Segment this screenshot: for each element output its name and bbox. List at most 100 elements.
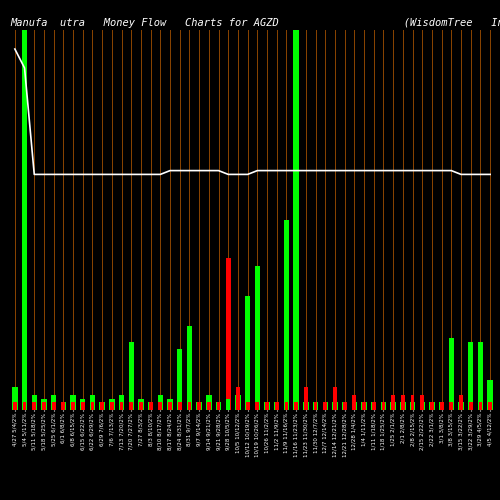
Bar: [362, 402, 366, 410]
Bar: [392, 395, 395, 410]
Bar: [245, 296, 250, 410]
Bar: [469, 402, 472, 410]
Bar: [274, 402, 280, 410]
Bar: [430, 402, 434, 410]
Bar: [168, 402, 172, 410]
Bar: [342, 402, 347, 410]
Bar: [62, 402, 65, 410]
Bar: [206, 395, 212, 410]
Bar: [70, 395, 76, 410]
Bar: [303, 402, 308, 410]
Bar: [352, 402, 357, 410]
Bar: [236, 387, 240, 410]
Bar: [168, 398, 172, 410]
Bar: [226, 258, 231, 410]
Bar: [81, 402, 84, 410]
Bar: [110, 402, 114, 410]
Bar: [294, 402, 298, 410]
Bar: [256, 402, 259, 410]
Bar: [128, 342, 134, 410]
Bar: [352, 395, 356, 410]
Bar: [90, 395, 95, 410]
Bar: [80, 398, 86, 410]
Bar: [216, 402, 221, 410]
Bar: [488, 402, 492, 410]
Bar: [468, 342, 473, 410]
Bar: [42, 402, 46, 410]
Bar: [371, 402, 376, 410]
Bar: [198, 402, 201, 410]
Bar: [294, 30, 299, 410]
Text: Manufa  utra   Money Flow   Charts for AGZD                    (WisdomTree   Int: Manufa utra Money Flow Charts for AGZD (…: [10, 18, 500, 28]
Bar: [324, 402, 327, 410]
Bar: [488, 380, 493, 410]
Bar: [13, 402, 16, 410]
Bar: [313, 402, 318, 410]
Bar: [60, 402, 66, 410]
Bar: [448, 338, 454, 410]
Bar: [478, 402, 482, 410]
Bar: [32, 395, 37, 410]
Bar: [314, 402, 318, 410]
Bar: [226, 398, 230, 410]
Bar: [187, 326, 192, 410]
Bar: [420, 395, 424, 410]
Bar: [332, 402, 338, 410]
Bar: [401, 395, 404, 410]
Bar: [71, 402, 75, 410]
Bar: [52, 402, 56, 410]
Bar: [148, 402, 154, 410]
Bar: [410, 395, 414, 410]
Bar: [120, 402, 124, 410]
Bar: [149, 402, 152, 410]
Bar: [264, 402, 270, 410]
Bar: [139, 402, 143, 410]
Bar: [109, 398, 114, 410]
Bar: [254, 266, 260, 410]
Bar: [382, 402, 386, 410]
Bar: [178, 402, 182, 410]
Bar: [177, 349, 182, 410]
Bar: [333, 387, 337, 410]
Bar: [22, 402, 26, 410]
Bar: [158, 402, 162, 410]
Bar: [275, 402, 278, 410]
Bar: [138, 398, 143, 410]
Bar: [246, 402, 250, 410]
Bar: [51, 395, 57, 410]
Bar: [22, 30, 27, 410]
Bar: [130, 402, 133, 410]
Bar: [400, 402, 406, 410]
Bar: [372, 402, 376, 410]
Bar: [284, 402, 288, 410]
Bar: [322, 402, 328, 410]
Bar: [304, 387, 308, 410]
Bar: [119, 395, 124, 410]
Bar: [458, 402, 464, 410]
Bar: [236, 395, 240, 410]
Bar: [32, 402, 36, 410]
Bar: [390, 402, 396, 410]
Bar: [42, 398, 46, 410]
Bar: [440, 402, 444, 410]
Bar: [430, 402, 434, 410]
Bar: [12, 387, 18, 410]
Bar: [100, 402, 104, 410]
Bar: [100, 402, 105, 410]
Bar: [196, 402, 202, 410]
Bar: [343, 402, 346, 410]
Bar: [450, 402, 453, 410]
Bar: [188, 402, 192, 410]
Bar: [207, 402, 210, 410]
Bar: [459, 395, 463, 410]
Bar: [158, 395, 163, 410]
Bar: [420, 402, 425, 410]
Bar: [216, 402, 220, 410]
Bar: [362, 402, 366, 410]
Bar: [381, 402, 386, 410]
Bar: [90, 402, 94, 410]
Bar: [410, 402, 415, 410]
Bar: [284, 220, 289, 410]
Bar: [265, 402, 269, 410]
Bar: [439, 402, 444, 410]
